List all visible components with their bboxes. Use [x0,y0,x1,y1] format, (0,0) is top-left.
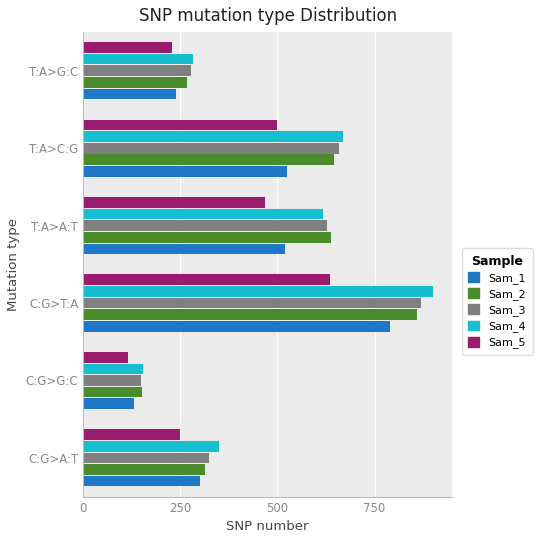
Bar [83,363,143,374]
Bar [83,399,134,409]
Bar [83,232,331,242]
Bar [83,166,287,177]
X-axis label: SNP number: SNP number [226,520,309,533]
Bar [83,453,210,463]
Bar [83,143,339,153]
Bar [83,131,343,142]
Bar [83,441,219,451]
Y-axis label: Mutation type: Mutation type [7,218,20,311]
Bar [83,89,176,99]
Bar [83,154,334,165]
Bar [83,120,276,130]
Bar [83,298,421,308]
Bar [83,65,191,76]
Bar [83,352,127,362]
Bar [83,476,200,487]
Bar [83,309,416,320]
Bar [83,54,193,64]
Bar [83,197,265,208]
Bar [83,244,285,254]
Bar [83,220,327,231]
Bar [83,77,187,87]
Legend: Sam_1, Sam_2, Sam_3, Sam_4, Sam_5: Sam_1, Sam_2, Sam_3, Sam_4, Sam_5 [462,248,532,355]
Bar [83,375,140,386]
Bar [83,274,330,285]
Bar [83,286,433,297]
Bar [83,42,172,53]
Bar [83,321,390,332]
Bar [83,387,142,397]
Bar [83,464,205,475]
Bar [83,429,180,440]
Title: SNP mutation type Distribution: SNP mutation type Distribution [139,7,397,25]
Bar [83,208,323,219]
